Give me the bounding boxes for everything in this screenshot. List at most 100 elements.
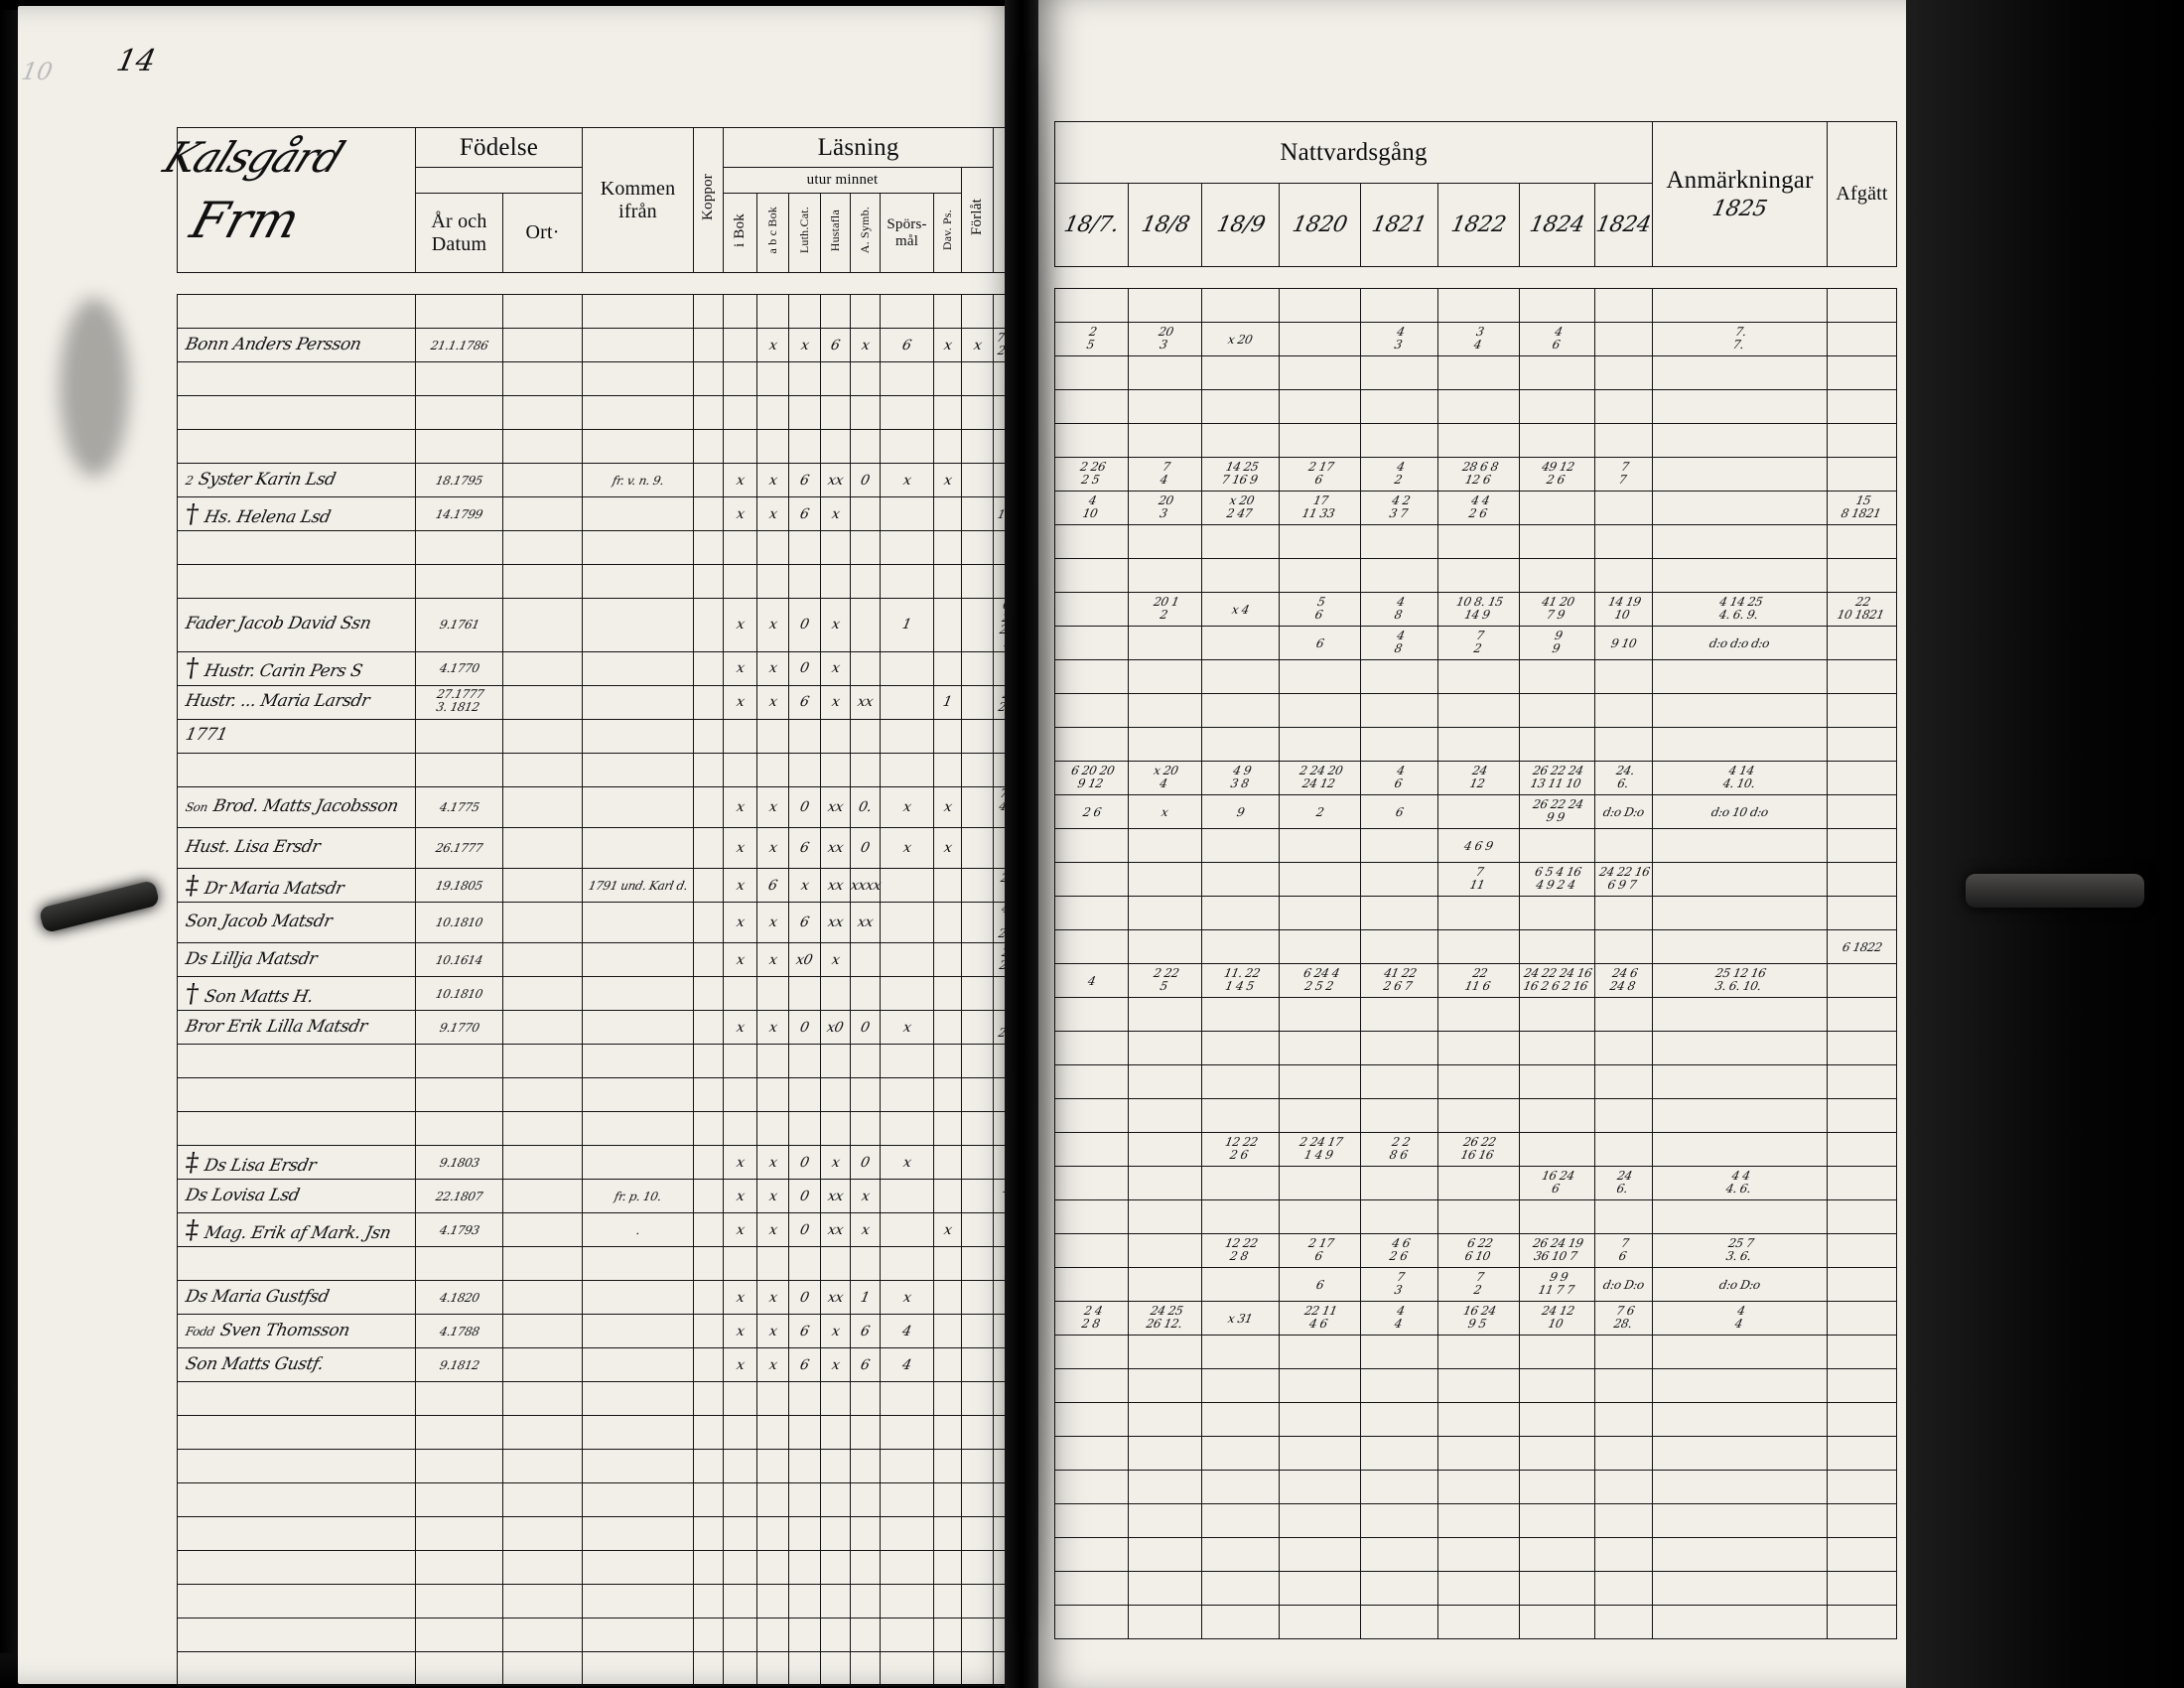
- person-name: Brod. Matts Jacobsson: [211, 795, 400, 816]
- cell-communion-5: 24 12: [1437, 761, 1520, 795]
- cell-ort: [502, 1111, 583, 1147]
- handwritten-entry: 0: [798, 617, 811, 633]
- table-row: [1054, 997, 1897, 1032]
- cell-koppor: [693, 1381, 724, 1417]
- cell-communion-7: [1594, 997, 1653, 1032]
- cell-reading-0: [723, 1246, 757, 1282]
- cell-reading-3: x0: [820, 1010, 851, 1046]
- cell-reading-4: [850, 752, 881, 787]
- handwritten-entry: 9.1761: [438, 618, 480, 633]
- cell-reading-6: [933, 1381, 962, 1417]
- cell-reading-1: [756, 1246, 789, 1282]
- cell-communion-6: [1519, 524, 1595, 559]
- handwritten-entry: 4 4: [1393, 1303, 1406, 1331]
- cell-reading-7: [961, 1280, 994, 1316]
- handwritten-entry: 2 6: [1081, 804, 1102, 819]
- cell-communion-2: [1201, 693, 1280, 728]
- cell-koppor: [693, 684, 724, 720]
- cell-koppor: [693, 976, 724, 1012]
- handwritten-entry: 16 24 9 5: [1462, 1303, 1498, 1331]
- cell-afgatt: [1827, 1436, 1897, 1471]
- cell-communion-6: [1519, 1402, 1595, 1437]
- cell-reading-3: [820, 1044, 851, 1079]
- cell-communion-0: 4 10: [1054, 491, 1129, 525]
- handwritten-entry: x: [830, 1154, 841, 1171]
- cell-ort: [502, 684, 583, 720]
- cell-reading-1: x: [756, 785, 789, 828]
- handwritten-entry: 4 8: [1393, 594, 1406, 622]
- handwritten-entry: x0: [794, 951, 815, 968]
- cell-communion-7: [1594, 355, 1653, 390]
- cell-reading-1: [756, 1651, 789, 1687]
- cell-communion-1: [1128, 1436, 1202, 1471]
- cell-reading-0: x: [723, 826, 757, 870]
- handwritten-entry: 4: [1086, 973, 1097, 988]
- cell-communion-4: [1360, 1605, 1438, 1639]
- handwritten-entry: 6: [1314, 1277, 1325, 1292]
- handwritten-entry: 41 20 7 9: [1541, 594, 1576, 622]
- cell-anmarkningar: [1652, 423, 1828, 458]
- handwritten-entry: xx: [826, 914, 845, 931]
- table-row: 6 4 8 7 2 9 9 9 10 d:o d:o d:o: [1054, 626, 1897, 660]
- cell-ort: [502, 530, 583, 565]
- table-row: [177, 429, 1041, 464]
- cell-communion-2: [1201, 929, 1280, 964]
- table-row: [1054, 727, 1897, 762]
- cell-anmarkningar: [1652, 1098, 1828, 1133]
- cell-reading-7: [961, 1145, 994, 1181]
- cell-reading-7: [961, 496, 994, 531]
- cell-communion-2: [1201, 1470, 1280, 1504]
- cell-name: [177, 1246, 416, 1282]
- cell-communion-7: 24 6 24 8: [1594, 963, 1653, 998]
- handwritten-entry: xx: [826, 877, 845, 894]
- cell-communion-6: [1519, 1503, 1595, 1538]
- cell-reading-2: 0: [788, 650, 821, 686]
- cell-reading-3: xx: [820, 1212, 851, 1248]
- cell-communion-2: 12 22 2 8: [1201, 1233, 1280, 1268]
- cell-reading-6: [933, 496, 962, 531]
- cell-reading-1: x: [756, 1145, 789, 1181]
- cell-name: ‡ Mag. Erik af Mark. Jsn: [177, 1212, 416, 1248]
- cell-communion-3: 2 17 6: [1279, 1233, 1361, 1268]
- person-name: Son Matts Gustf.: [184, 1353, 326, 1374]
- cell-communion-3: [1279, 389, 1361, 424]
- cell-reading-7: [961, 785, 994, 828]
- col-header-year-5: 1822: [1437, 183, 1520, 267]
- cell-reading-3: [820, 1449, 851, 1484]
- cell-ort: [502, 328, 583, 362]
- cell-name: [177, 752, 416, 787]
- handwritten-entry: x: [735, 1323, 746, 1339]
- cell-kommen-ifran: [582, 1651, 694, 1687]
- handwritten-entry: 6: [798, 694, 811, 711]
- cell-ort: [502, 785, 583, 828]
- cell-communion-5: [1437, 1537, 1520, 1572]
- handwritten-entry: 1: [859, 1289, 872, 1306]
- cell-anmarkningar: [1652, 929, 1828, 964]
- cell-reading-0: x: [723, 1179, 757, 1214]
- cell-reading-4: x: [850, 1212, 881, 1248]
- handwritten-entry: xx: [826, 840, 845, 857]
- cell-reading-6: [933, 1347, 962, 1383]
- handwritten-entry: 24 22 24 16 16 2 6 2 16: [1522, 965, 1594, 993]
- cell-reading-2: [788, 1381, 821, 1417]
- cell-reading-7: [961, 718, 994, 754]
- cell-communion-0: [1054, 1335, 1129, 1369]
- cell-communion-6: 9 9: [1519, 626, 1595, 660]
- cell-communion-6: 24 12 10: [1519, 1301, 1595, 1336]
- cell-communion-5: 6 22 6 10: [1437, 1233, 1520, 1268]
- cell-name: 1771: [177, 718, 416, 754]
- cell-reading-7: [961, 598, 994, 652]
- cell-koppor: [693, 1516, 724, 1552]
- cell-reading-1: [756, 1044, 789, 1079]
- cell-communion-0: [1054, 1098, 1129, 1133]
- cell-reading-1: x: [756, 1179, 789, 1214]
- cell-reading-0: x: [723, 598, 757, 652]
- handwritten-entry: x: [735, 694, 746, 711]
- cell-anmarkningar: [1652, 828, 1828, 863]
- table-row: [177, 1077, 1041, 1113]
- handwritten-entry: x: [767, 617, 778, 633]
- cell-reading-4: [850, 530, 881, 565]
- handwritten-entry: 0: [859, 1019, 872, 1036]
- cell-communion-5: [1437, 558, 1520, 593]
- cell-name: Son Jacob Matsdr: [177, 902, 416, 944]
